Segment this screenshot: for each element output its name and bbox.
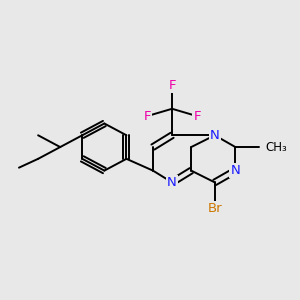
Text: N: N [167,176,177,189]
Text: N: N [230,164,240,177]
Text: F: F [168,79,176,92]
Text: F: F [194,110,201,123]
Text: CH₃: CH₃ [266,141,287,154]
Text: Br: Br [208,202,222,215]
Text: N: N [210,129,220,142]
Text: F: F [143,110,151,123]
